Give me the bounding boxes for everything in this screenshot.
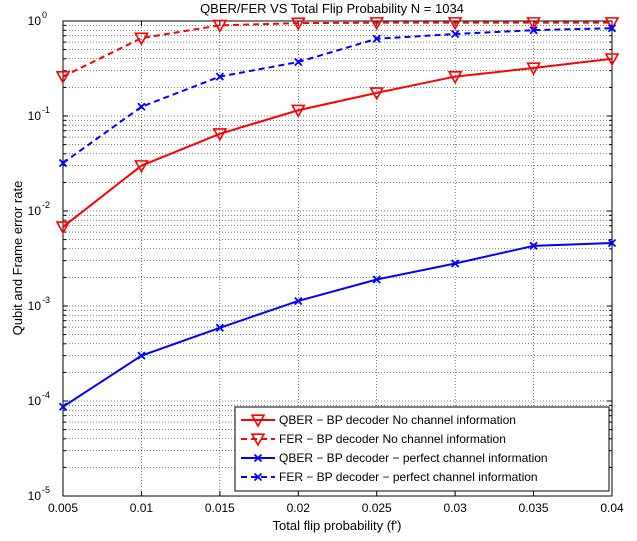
data-point-marker: [58, 158, 68, 168]
x-tick-label: 0.015: [205, 501, 235, 515]
legend-label: FER − BP decoder − perfect channel infor…: [279, 470, 538, 484]
data-point-marker: [526, 62, 541, 76]
marker-stroke: [372, 34, 381, 43]
data-point-marker: [607, 238, 617, 248]
legend-label: QBER − BP decoder − perfect channel info…: [279, 451, 548, 465]
y-tick-label: 10: [28, 14, 42, 28]
data-point-marker: [212, 128, 228, 142]
marker-stroke: [58, 158, 68, 168]
data-point-marker: [529, 26, 538, 35]
marker-stroke: [58, 402, 68, 411]
data-point-marker: [451, 29, 460, 39]
series-3: [58, 238, 617, 411]
data-point-marker: [369, 87, 385, 101]
data-point-marker: [250, 433, 266, 447]
x-tick-label: 0.035: [519, 501, 549, 515]
marker-stroke: [215, 323, 224, 332]
data-point-marker: [212, 19, 228, 33]
legend-label: FER − BP decoder No channel information: [279, 432, 506, 446]
x-tick-label: 0.005: [48, 501, 78, 515]
marker-stroke: [294, 57, 303, 67]
legend-label: QBER − BP decoder No channel information: [279, 413, 516, 427]
x-tick-label: 0.04: [600, 501, 624, 515]
legend: QBER − BP decoder No channel information…: [234, 406, 610, 492]
data-point-marker: [58, 402, 68, 411]
marker-stroke: [607, 24, 617, 33]
y-tick-exponent: -4: [42, 390, 50, 400]
data-point-marker: [290, 17, 306, 31]
y-tick-label: 10: [28, 394, 42, 408]
data-point-marker: [55, 70, 71, 85]
grid: [63, 21, 612, 496]
marker-stroke: [372, 275, 381, 284]
marker-stroke: [294, 296, 303, 306]
y-tick-label: 10: [28, 299, 42, 313]
y-tick-exponent: -5: [42, 485, 50, 495]
data-point-marker: [55, 221, 71, 235]
x-tick-label: 0.02: [287, 501, 311, 515]
marker-stroke: [137, 351, 146, 360]
x-tick-label: 0.03: [443, 501, 467, 515]
marker-stroke: [529, 26, 538, 35]
marker-stroke: [451, 29, 460, 39]
data-point-marker: [604, 53, 620, 67]
y-tick-exponent: -3: [42, 295, 50, 305]
data-point-marker: [134, 32, 149, 46]
legend-box: [234, 406, 610, 492]
x-tick-label: 0.01: [130, 501, 154, 515]
series-1: [55, 53, 620, 235]
data-point-marker: [447, 70, 463, 85]
data-point-marker: [607, 24, 617, 33]
x-axis-label: Total flip probability (f'): [273, 518, 402, 533]
y-tick-label: 10: [28, 489, 42, 503]
data-point-marker: [372, 275, 381, 284]
data-point-marker: [215, 72, 224, 81]
data-point-marker: [451, 259, 460, 268]
series-line: [62, 27, 613, 164]
data-point-marker: [137, 102, 146, 111]
marker-stroke: [215, 72, 224, 81]
data-point-marker: [294, 57, 303, 67]
y-tick-exponent: -2: [42, 200, 50, 210]
chart-title: QBER/FER VS Total Flip Probability N = 1…: [200, 1, 464, 16]
data-point-marker: [369, 17, 385, 31]
data-point-marker: [526, 17, 541, 31]
marker-stroke: [253, 453, 263, 463]
marker-stroke: [253, 472, 263, 482]
marker-stroke: [137, 102, 146, 111]
marker-stroke: [451, 259, 460, 268]
y-tick-label: 10: [28, 109, 42, 123]
data-point-marker: [215, 323, 224, 332]
series-line: [62, 21, 612, 78]
data-point-marker: [253, 472, 263, 482]
data-point-marker: [253, 453, 263, 463]
series-2: [55, 17, 620, 85]
data-point-marker: [604, 17, 620, 31]
data-point-marker: [250, 414, 266, 428]
series-4: [58, 24, 617, 168]
data-point-marker: [447, 17, 463, 31]
marker-stroke: [529, 241, 538, 250]
y-tick-exponent: 0: [42, 10, 47, 20]
series-line: [62, 57, 613, 228]
data-point-marker: [134, 160, 149, 174]
marker-stroke: [607, 238, 617, 248]
y-tick-label: 10: [28, 204, 42, 218]
data-point-marker: [294, 296, 303, 306]
plot-frame: [62, 20, 613, 497]
series-layer: [55, 17, 620, 411]
data-point-marker: [137, 351, 146, 360]
y-axis-label: Qubit and Frame error rate: [10, 181, 25, 336]
data-point-marker: [290, 104, 306, 118]
series-line: [62, 242, 613, 408]
data-point-marker: [529, 241, 538, 250]
data-point-marker: [372, 34, 381, 43]
x-tick-label: 0.025: [362, 501, 392, 515]
y-tick-exponent: -1: [42, 105, 50, 115]
